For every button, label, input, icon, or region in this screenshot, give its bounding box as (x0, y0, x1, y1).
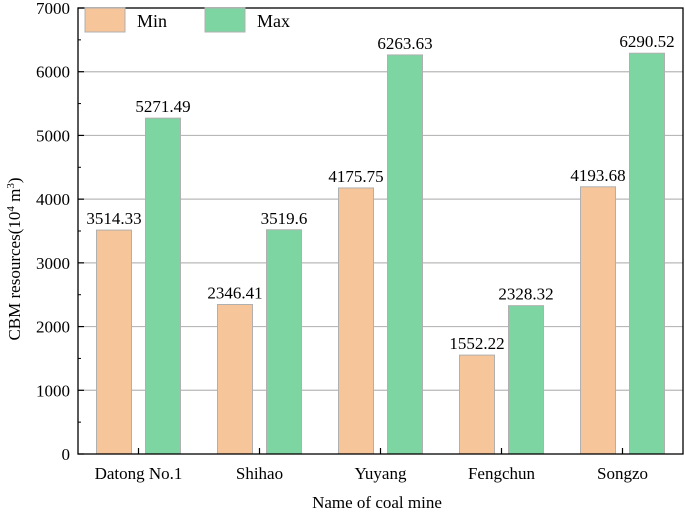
x-tick-label: Songzo (597, 464, 648, 483)
y-tick-label: 3000 (36, 254, 70, 273)
bar-max (629, 52, 665, 455)
y-axis-title-superscript-2: 3 (5, 183, 17, 189)
bar-max (387, 54, 423, 455)
y-tick-label: 4000 (36, 190, 70, 209)
bars-group (96, 52, 665, 455)
data-label-min: 2346.41 (207, 284, 262, 303)
y-axis-title: CBM resources(104 m3) (5, 177, 24, 340)
legend-swatch-min (84, 7, 126, 33)
legend-label-max: Max (257, 11, 290, 31)
y-axis-title-suffix: ) (5, 177, 24, 183)
bar-max (145, 117, 181, 455)
y-axis-title-prefix: CBM resources(10 (5, 212, 24, 341)
legend-swatch-max (204, 7, 246, 33)
legend: Min Max (84, 7, 290, 33)
y-tick-label: 7000 (36, 0, 70, 18)
y-axis-title-superscript-1: 4 (5, 206, 17, 212)
data-label-max: 5271.49 (135, 97, 190, 116)
bar-min (217, 304, 253, 455)
x-axis-ticks: Datong No.1 Shihao Yuyang Fengchun Songzo (95, 448, 648, 483)
bar-max (508, 305, 544, 455)
y-tick-label: 5000 (36, 126, 70, 145)
data-label-min: 4175.75 (328, 167, 383, 186)
y-tick-label: 2000 (36, 318, 70, 337)
bar-max (266, 229, 302, 455)
data-label-max: 3519.6 (261, 209, 308, 228)
data-label-min: 4193.68 (570, 166, 625, 185)
x-tick-label: Yuyang (355, 464, 407, 483)
y-axis-ticks: 0 1000 2000 3000 4000 5000 6000 7000 (36, 0, 84, 464)
data-label-min: 3514.33 (86, 209, 141, 228)
data-label-max: 2328.32 (498, 285, 553, 304)
y-axis-title-middle: m (5, 189, 24, 206)
bar-min (338, 187, 374, 455)
y-tick-label: 1000 (36, 381, 70, 400)
x-tick-label: Datong No.1 (95, 464, 183, 483)
x-tick-label: Fengchun (468, 464, 536, 483)
x-tick-label: Shihao (236, 464, 283, 483)
x-axis-title: Name of coal mine (312, 493, 442, 512)
data-label-max: 6290.52 (619, 32, 674, 51)
bar-min (580, 186, 616, 455)
data-label-min: 1552.22 (449, 334, 504, 353)
y-tick-label: 0 (62, 445, 71, 464)
bar-min (459, 354, 495, 455)
data-labels-group: 3514.33 5271.49 2346.41 3519.6 4175.75 6263.6… (86, 32, 674, 353)
bar-min (96, 229, 132, 455)
legend-label-min: Min (137, 11, 167, 31)
data-label-max: 6263.63 (377, 34, 432, 53)
y-tick-label: 6000 (36, 63, 70, 82)
